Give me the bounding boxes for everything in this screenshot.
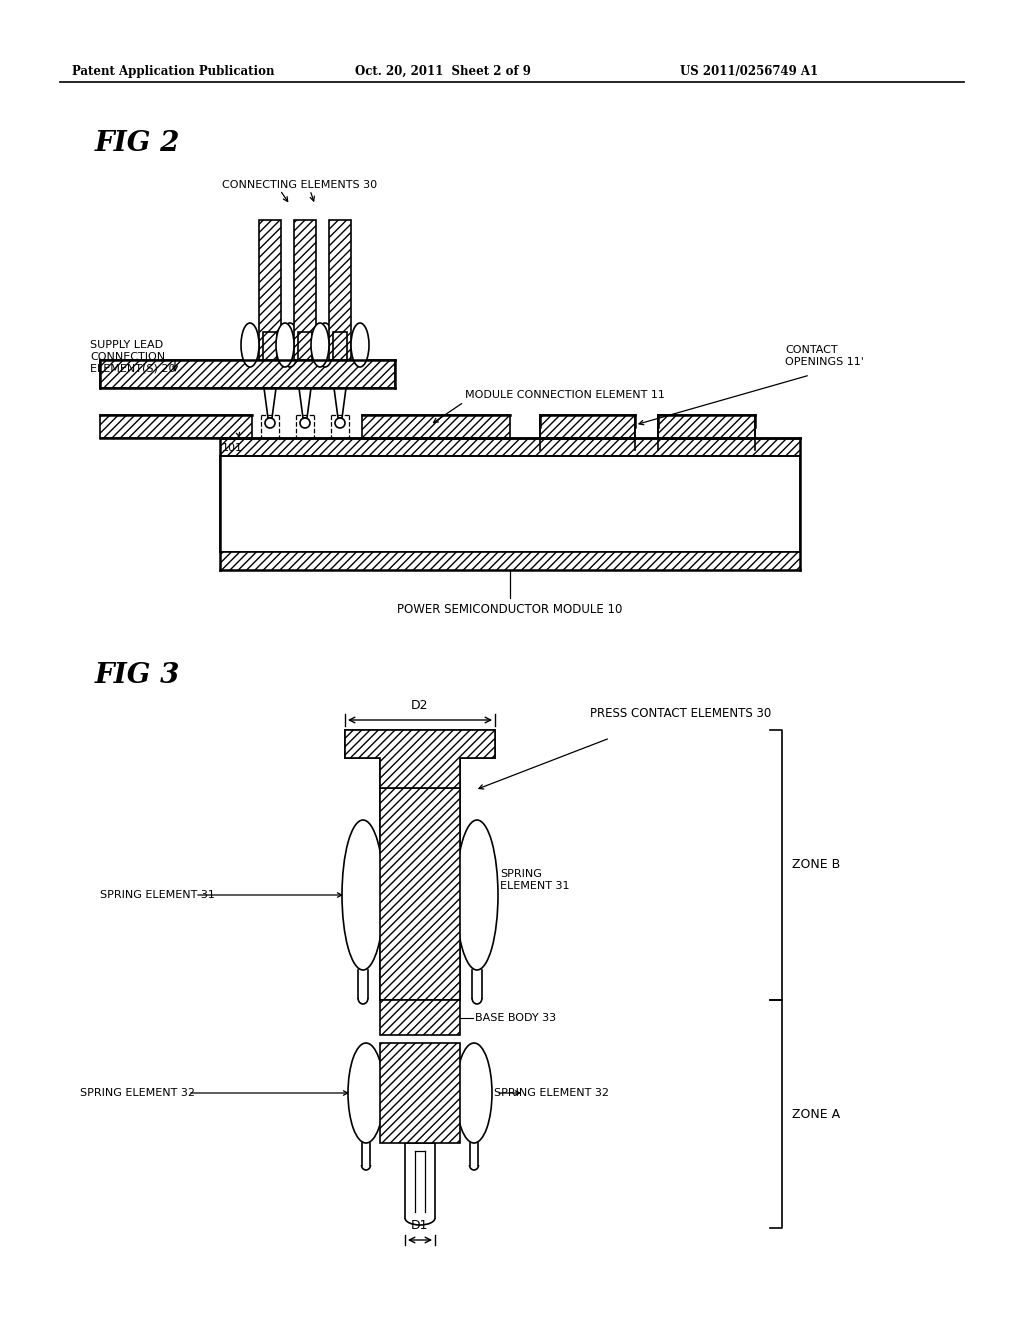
Bar	[294, 220, 316, 360]
Bar	[220, 455, 800, 552]
Bar	[380, 1001, 460, 1035]
Ellipse shape	[281, 323, 299, 367]
Bar	[362, 414, 510, 438]
Bar	[380, 788, 460, 1001]
Text: Oct. 20, 2011  Sheet 2 of 9: Oct. 20, 2011 Sheet 2 of 9	[355, 65, 530, 78]
Bar	[333, 333, 347, 360]
Text: D1: D1	[412, 1218, 429, 1232]
Bar	[263, 333, 278, 360]
Text: PRESS CONTACT ELEMENTS 30: PRESS CONTACT ELEMENTS 30	[590, 708, 771, 719]
Text: US 2011/0256749 A1: US 2011/0256749 A1	[680, 65, 818, 78]
Bar	[220, 552, 800, 570]
Bar	[220, 438, 800, 455]
Bar	[329, 220, 351, 360]
Bar	[100, 414, 252, 438]
Text: ZONE A: ZONE A	[792, 1107, 840, 1121]
Text: POWER SEMICONDUCTOR MODULE 10: POWER SEMICONDUCTOR MODULE 10	[397, 603, 623, 616]
Bar	[298, 333, 312, 360]
Text: SPRING ELEMENT 31: SPRING ELEMENT 31	[100, 890, 215, 900]
Polygon shape	[299, 388, 311, 418]
Ellipse shape	[456, 820, 498, 970]
Bar	[658, 414, 755, 438]
Text: MODULE CONNECTION ELEMENT 11: MODULE CONNECTION ELEMENT 11	[465, 389, 665, 400]
Bar	[540, 414, 635, 438]
Ellipse shape	[348, 1043, 384, 1143]
Ellipse shape	[241, 323, 259, 367]
Text: Patent Application Publication: Patent Application Publication	[72, 65, 274, 78]
Bar	[259, 220, 281, 360]
Text: FIG 3: FIG 3	[95, 663, 180, 689]
Polygon shape	[345, 730, 495, 788]
Text: CONTACT
OPENINGS 11': CONTACT OPENINGS 11'	[785, 345, 864, 367]
Text: ZONE B: ZONE B	[792, 858, 841, 871]
Text: CONNECTING ELEMENTS 30: CONNECTING ELEMENTS 30	[222, 180, 378, 190]
Text: FIG 2: FIG 2	[95, 129, 180, 157]
Polygon shape	[334, 388, 346, 418]
Polygon shape	[345, 730, 495, 788]
Ellipse shape	[276, 323, 294, 367]
Ellipse shape	[351, 323, 369, 367]
Text: SPRING
ELEMENT 31: SPRING ELEMENT 31	[500, 869, 569, 891]
Text: SUPPLY LEAD
CONNECTION
ELEMENT(S) 20': SUPPLY LEAD CONNECTION ELEMENT(S) 20'	[90, 341, 178, 374]
Circle shape	[300, 418, 310, 428]
Polygon shape	[264, 388, 276, 418]
Ellipse shape	[316, 323, 334, 367]
Text: D2: D2	[412, 700, 429, 711]
Ellipse shape	[456, 1043, 492, 1143]
Text: BASE BODY 33: BASE BODY 33	[475, 1012, 556, 1023]
Circle shape	[265, 418, 275, 428]
Bar	[380, 1043, 460, 1143]
Text: SPRING ELEMENT 32: SPRING ELEMENT 32	[80, 1088, 195, 1098]
Circle shape	[335, 418, 345, 428]
Text: 101: 101	[222, 444, 243, 453]
Ellipse shape	[342, 820, 384, 970]
Bar	[380, 788, 460, 1001]
Text: SPRING ELEMENT 32: SPRING ELEMENT 32	[494, 1088, 609, 1098]
Bar	[100, 360, 395, 388]
Ellipse shape	[311, 323, 329, 367]
